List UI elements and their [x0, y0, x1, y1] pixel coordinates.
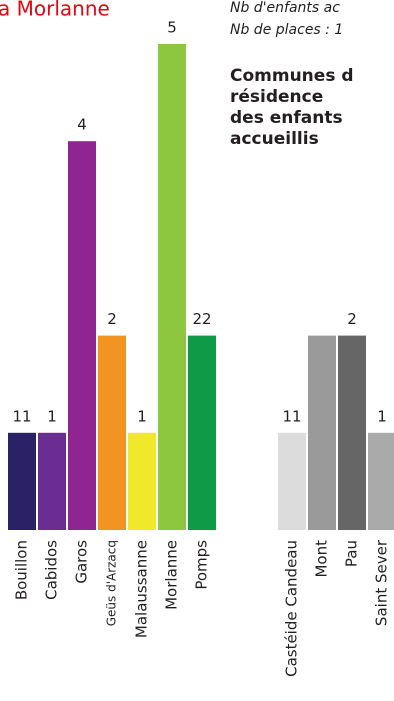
bar — [8, 432, 36, 530]
x-tick-label: Mont — [313, 540, 331, 578]
x-tick-label: Cabidos — [43, 540, 61, 600]
value-label: 1 — [377, 407, 387, 425]
chart-title: des enfants — [230, 108, 343, 128]
bar — [368, 432, 394, 530]
bar — [38, 432, 66, 530]
value-label: 4 — [77, 116, 87, 134]
chart-title: Communes d — [230, 66, 354, 86]
bar — [98, 335, 126, 530]
x-tick-label: Bouillon — [13, 540, 31, 600]
bar — [128, 432, 156, 530]
x-tick-label: Pomps — [193, 540, 211, 590]
x-tick-label: Geüs d'Arzacq — [105, 540, 119, 626]
x-tick-label: Malaussanne — [133, 540, 151, 638]
value-label: 2 — [107, 310, 117, 328]
value-label: 5 — [167, 19, 177, 37]
note: Nb d'enfants ac — [230, 0, 340, 16]
value-label: 11 — [12, 407, 31, 425]
x-tick-label: Saint Sever — [373, 539, 391, 626]
chart-title: résidence — [230, 87, 323, 107]
value-label: 1 — [137, 407, 147, 425]
value-label: 2 — [347, 310, 357, 328]
chart-title: a Morlanne — [0, 0, 110, 21]
note: Nb de places : 1 — [230, 22, 343, 38]
bar — [188, 335, 216, 530]
x-tick-label: Pau — [343, 540, 361, 567]
value-label: 22 — [192, 310, 211, 328]
x-tick-label: Garos — [73, 540, 91, 584]
bar — [338, 335, 366, 530]
x-tick-label: Morlanne — [163, 540, 181, 610]
value-label: 1 — [47, 407, 57, 425]
x-tick-label: Castéide Candeau — [283, 540, 301, 677]
bar — [308, 335, 336, 530]
value-label: 11 — [282, 407, 301, 425]
bar — [68, 141, 96, 530]
bar — [158, 44, 186, 530]
chart-title: accueillis — [230, 129, 319, 149]
bar — [278, 432, 306, 530]
